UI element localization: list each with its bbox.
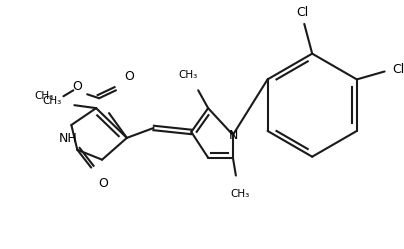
Text: Cl: Cl bbox=[296, 5, 308, 18]
Text: Cl: Cl bbox=[392, 63, 404, 76]
Text: O: O bbox=[124, 70, 134, 83]
Text: O: O bbox=[98, 177, 108, 190]
Text: CH₃: CH₃ bbox=[179, 70, 198, 80]
Text: N: N bbox=[229, 129, 239, 142]
Text: O: O bbox=[72, 80, 82, 93]
Text: CH₃: CH₃ bbox=[230, 189, 249, 199]
Text: CH₃: CH₃ bbox=[34, 91, 53, 101]
Text: CH₃: CH₃ bbox=[42, 96, 61, 106]
Text: NH: NH bbox=[59, 132, 78, 145]
